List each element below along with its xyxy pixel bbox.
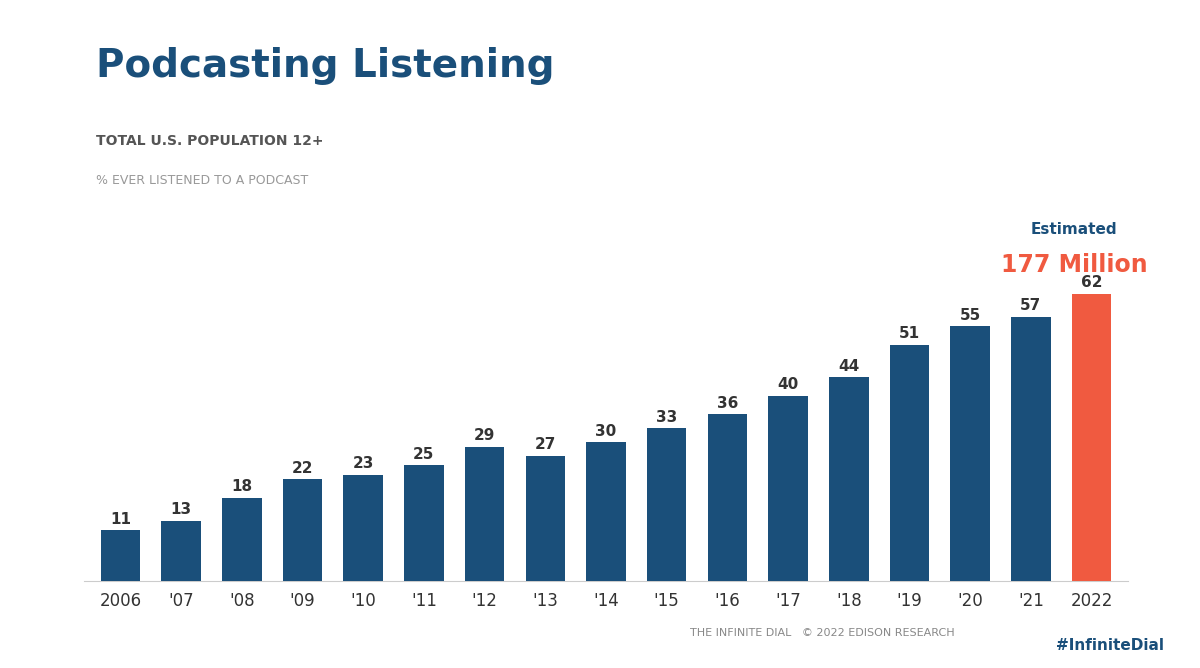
Bar bbox=[343, 475, 383, 581]
Text: 177 Million: 177 Million bbox=[1001, 253, 1147, 277]
Text: Podcasting Listening: Podcasting Listening bbox=[96, 47, 554, 85]
Bar bbox=[768, 396, 808, 581]
Bar bbox=[587, 442, 625, 581]
Text: TOTAL U.S. POPULATION 12+: TOTAL U.S. POPULATION 12+ bbox=[96, 134, 324, 148]
Bar bbox=[404, 466, 444, 581]
Text: 27: 27 bbox=[535, 438, 556, 452]
Bar bbox=[708, 414, 748, 581]
Text: 55: 55 bbox=[960, 308, 980, 323]
Bar bbox=[101, 530, 140, 581]
Bar bbox=[1072, 294, 1111, 581]
Bar bbox=[829, 377, 869, 581]
Bar bbox=[464, 447, 504, 581]
Text: 40: 40 bbox=[778, 377, 799, 392]
Text: 25: 25 bbox=[413, 447, 434, 462]
Text: Estimated: Estimated bbox=[1031, 222, 1117, 237]
Text: 62: 62 bbox=[1081, 275, 1103, 291]
Text: 51: 51 bbox=[899, 326, 920, 341]
Text: THE INFINITE DIAL   © 2022 EDISON RESEARCH: THE INFINITE DIAL © 2022 EDISON RESEARCH bbox=[690, 628, 955, 638]
Bar bbox=[1012, 317, 1051, 581]
Bar bbox=[161, 521, 200, 581]
Text: #InfiniteDial: #InfiniteDial bbox=[1056, 639, 1164, 653]
Text: 22: 22 bbox=[292, 460, 313, 476]
Text: % EVER LISTENED TO A PODCAST: % EVER LISTENED TO A PODCAST bbox=[96, 174, 308, 186]
Text: 29: 29 bbox=[474, 428, 496, 443]
Text: 18: 18 bbox=[232, 479, 252, 494]
Text: 57: 57 bbox=[1020, 299, 1042, 313]
Text: 44: 44 bbox=[838, 359, 859, 373]
Text: 36: 36 bbox=[716, 395, 738, 411]
Text: 33: 33 bbox=[656, 409, 677, 425]
Bar bbox=[222, 498, 262, 581]
Text: 30: 30 bbox=[595, 424, 617, 438]
Text: 13: 13 bbox=[170, 502, 192, 517]
Bar bbox=[526, 456, 565, 581]
Bar bbox=[889, 345, 929, 581]
Text: 11: 11 bbox=[110, 512, 131, 526]
Text: 23: 23 bbox=[353, 456, 374, 471]
Bar bbox=[647, 428, 686, 581]
Bar bbox=[950, 327, 990, 581]
Bar bbox=[283, 479, 323, 581]
